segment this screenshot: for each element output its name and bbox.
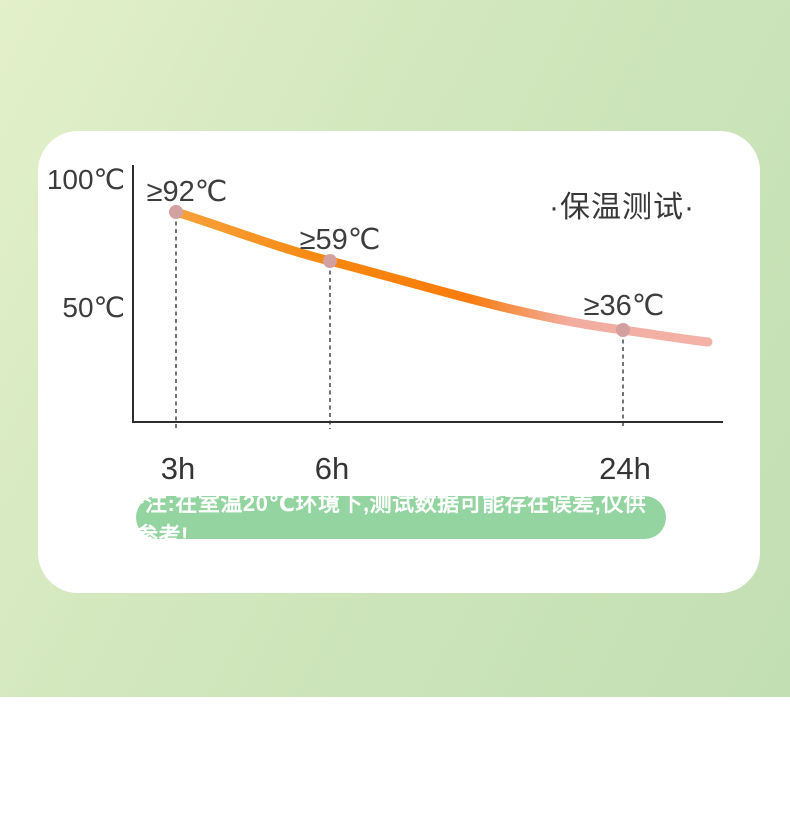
x-axis-label-3h: 3h: [160, 451, 196, 486]
note-text: *注:在室温20℃环境下,测试数据可能存在误差,仅供参考!: [136, 490, 647, 548]
y-axis-label-50: 50℃: [62, 292, 125, 323]
note-pill: *注:在室温20℃环境下,测试数据可能存在误差,仅供参考!: [136, 491, 666, 548]
data-point-marker-24h: [616, 323, 630, 337]
line-chart-canvas: [132, 165, 723, 429]
temperature-curve: [171, 207, 713, 347]
x-axis-label-6h: 6h: [314, 451, 350, 486]
data-label-3h: ≥92℃: [146, 176, 228, 208]
data-point-marker-6h: [323, 254, 337, 268]
data-label-24h: ≥36℃: [583, 290, 665, 322]
chart-title: ·保温测试·: [549, 191, 695, 224]
data-point-marker-3h: [169, 205, 183, 219]
x-axis-label-24h: 24h: [599, 451, 651, 486]
y-axis-label-100: 100℃: [46, 164, 125, 195]
data-label-6h: ≥59℃: [299, 224, 381, 256]
